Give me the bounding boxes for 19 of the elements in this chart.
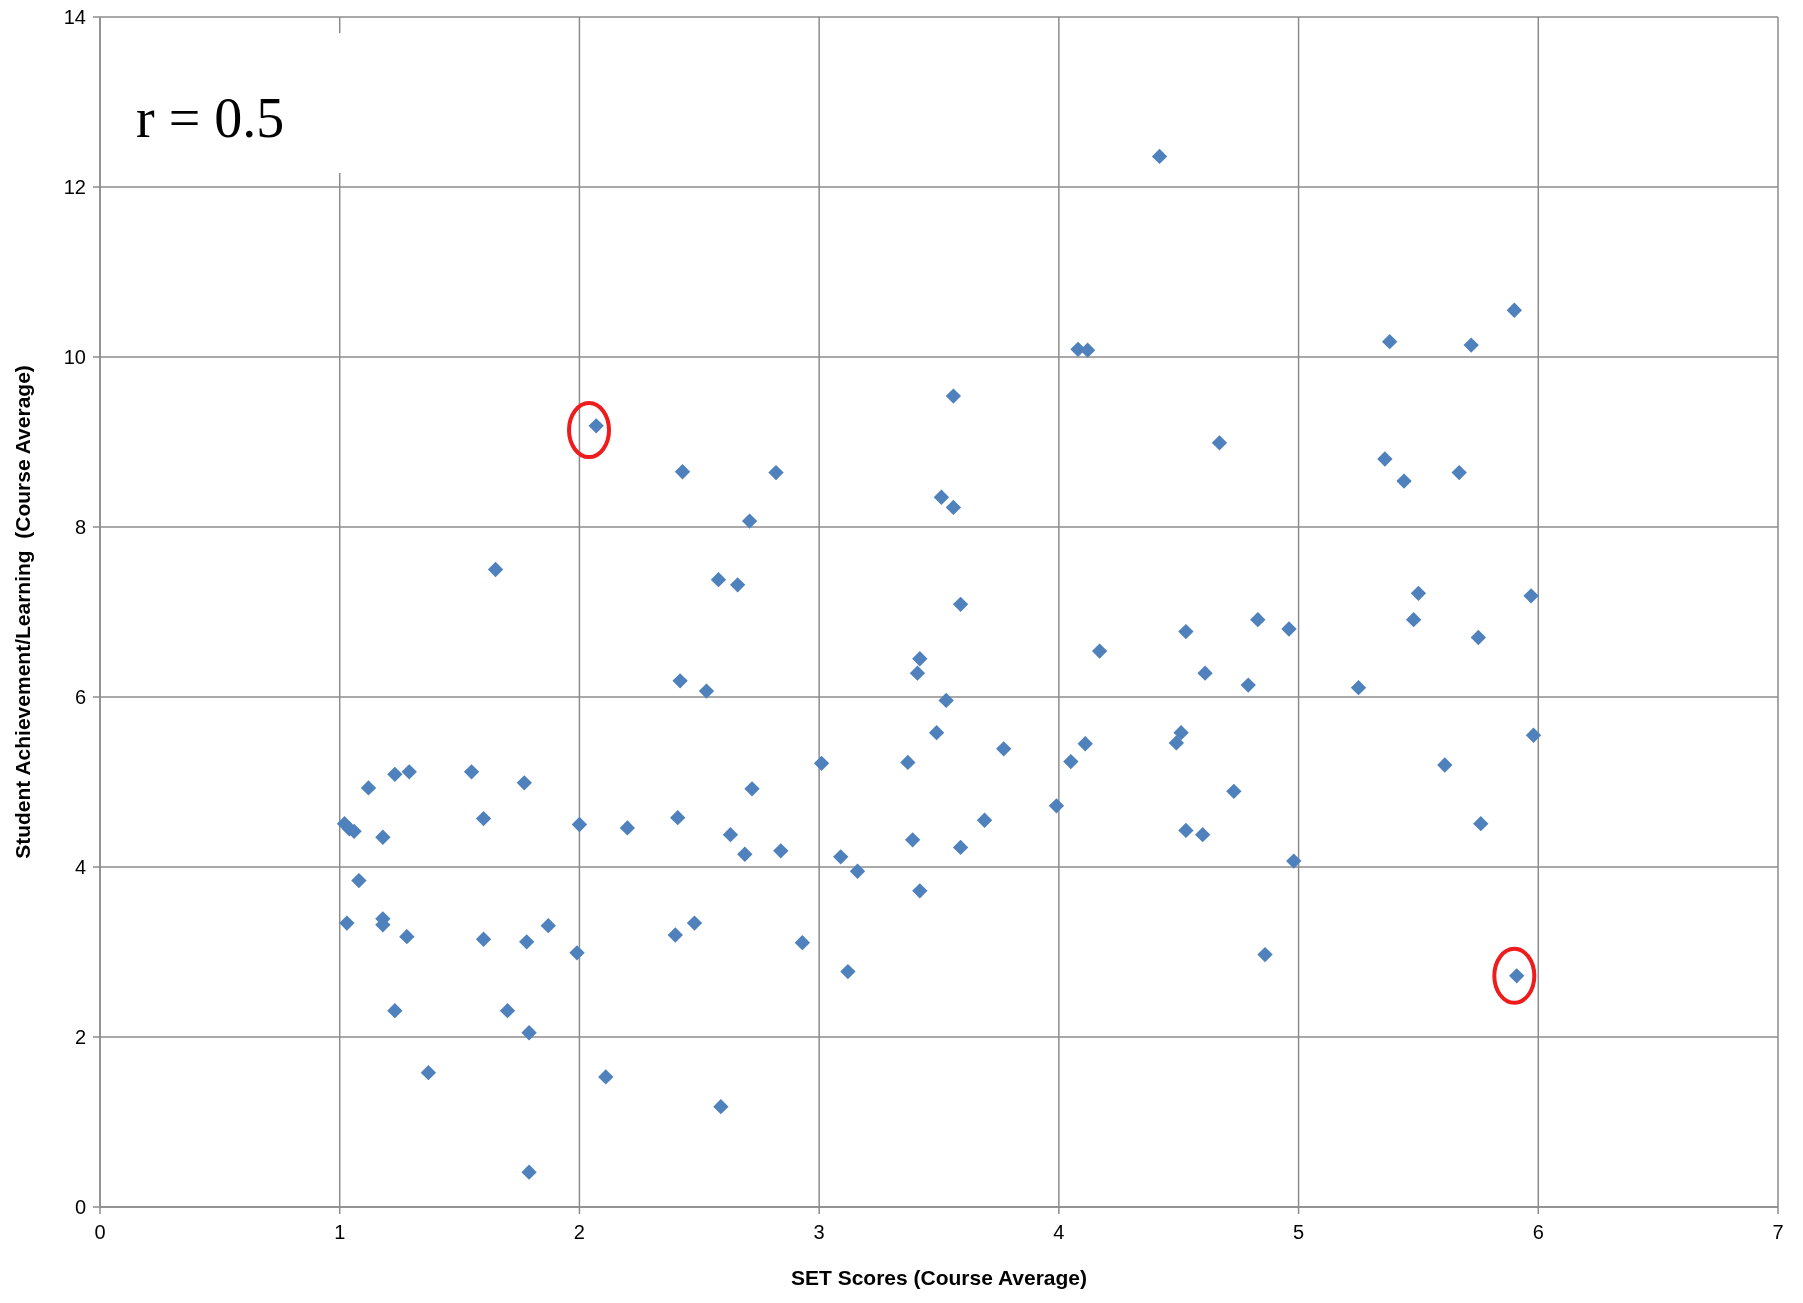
x-tick-label: 2 bbox=[573, 1221, 585, 1243]
y-tick-label: 4 bbox=[74, 856, 86, 878]
y-tick-label: 8 bbox=[74, 516, 86, 538]
x-tick-label: 5 bbox=[1293, 1221, 1305, 1243]
annotation: r = 0.5 bbox=[136, 87, 285, 149]
x-tick-label: 0 bbox=[94, 1221, 106, 1243]
y-tick-label: 14 bbox=[63, 6, 86, 28]
x-tick-label: 1 bbox=[334, 1221, 346, 1243]
x-tick-label: 4 bbox=[1053, 1221, 1065, 1243]
y-axis-title: Student Achievement/Learning (Course Average) bbox=[11, 365, 34, 859]
x-tick-label: 6 bbox=[1532, 1221, 1544, 1243]
y-tick-label: 2 bbox=[74, 1026, 86, 1048]
x-tick-label: 3 bbox=[813, 1221, 825, 1243]
y-tick-label: 12 bbox=[63, 176, 86, 198]
y-tick-label: 0 bbox=[74, 1196, 86, 1218]
x-axis-title: SET Scores (Course Average) bbox=[790, 1266, 1088, 1289]
y-tick-label: 10 bbox=[63, 346, 86, 368]
x-tick-label: 7 bbox=[1772, 1221, 1784, 1243]
y-tick-label: 6 bbox=[74, 686, 86, 708]
